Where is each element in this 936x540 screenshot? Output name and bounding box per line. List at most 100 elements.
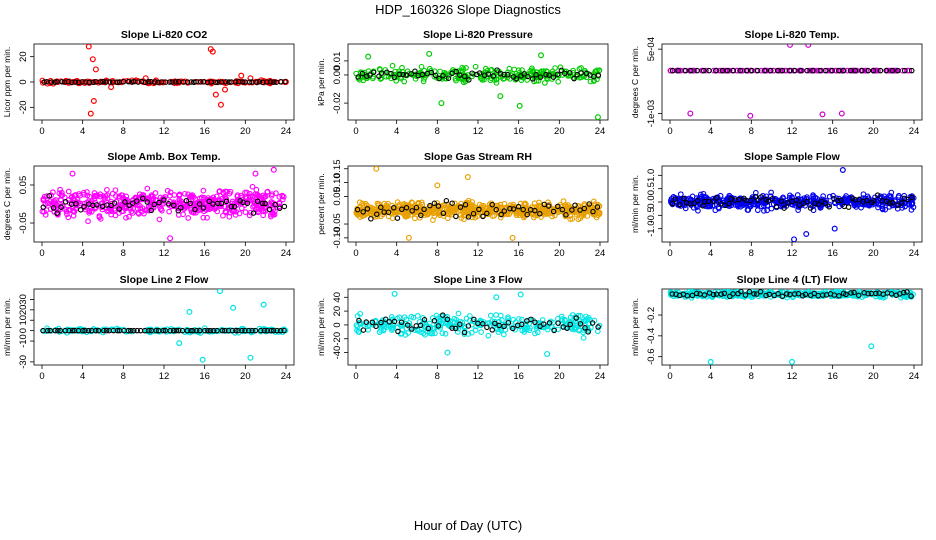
data-point <box>409 200 416 206</box>
reference-point <box>65 78 72 85</box>
data-point <box>222 188 229 195</box>
panel-3: Slope Li-820 Temp. degrees C per min. -1e-… <box>630 29 923 137</box>
reference-point <box>427 202 433 209</box>
reference-point <box>710 291 717 298</box>
x-tick-label: 20 <box>868 248 879 259</box>
data-point <box>755 200 762 207</box>
reference-point <box>193 327 200 334</box>
outlier-point <box>217 101 224 108</box>
reference-point <box>590 208 596 215</box>
reference-point <box>449 325 455 331</box>
reference-point <box>481 72 488 79</box>
x-tick-label: 24 <box>281 371 292 382</box>
x-tick-label: 4 <box>80 371 85 382</box>
reference-point <box>550 208 557 215</box>
data-point <box>246 212 253 219</box>
reference-point <box>72 79 78 85</box>
reference-point <box>901 67 908 74</box>
outlier-point <box>212 91 219 98</box>
reference-point <box>554 71 561 78</box>
reference-point <box>440 210 447 217</box>
reference-point <box>595 324 601 330</box>
x-tick-label: 16 <box>199 126 210 137</box>
x-tick-label: 8 <box>749 248 754 259</box>
reference-point <box>114 327 121 334</box>
reference-point <box>373 323 379 330</box>
reference-point <box>139 195 146 202</box>
reference-point <box>711 198 717 204</box>
data-point <box>56 190 63 197</box>
points-group <box>667 289 916 365</box>
data-point <box>420 78 427 85</box>
reference-point <box>726 200 732 207</box>
reference-point <box>431 317 438 324</box>
reference-point <box>404 322 411 328</box>
reference-point <box>546 320 553 326</box>
data-point <box>561 68 568 75</box>
reference-point <box>562 70 568 77</box>
reference-point <box>742 292 749 298</box>
y-tick-label: -0.5 <box>646 207 657 223</box>
data-point <box>362 200 369 207</box>
y-tick-label: -0.4 <box>646 328 657 344</box>
x-tick-label: 20 <box>240 248 251 259</box>
reference-point <box>470 210 477 217</box>
reference-point <box>206 198 212 205</box>
data-point <box>487 77 494 84</box>
panel-title: Slope Li-820 Pressure <box>423 29 533 41</box>
x-tick-label: 24 <box>909 126 920 137</box>
reference-point <box>775 290 781 297</box>
reference-point <box>440 312 446 318</box>
reference-point <box>172 79 179 85</box>
reference-point <box>184 327 191 334</box>
data-point <box>116 193 123 200</box>
data-point <box>575 326 582 333</box>
data-point <box>431 213 438 220</box>
reference-point <box>249 327 255 334</box>
data-point <box>493 312 499 318</box>
reference-point <box>95 327 102 334</box>
reference-point <box>262 200 268 207</box>
data-point <box>678 196 684 202</box>
data-point <box>716 67 723 74</box>
reference-point <box>889 67 896 74</box>
panel-title: Slope Line 2 Flow <box>120 274 210 286</box>
y-axis-label: ml/min per min. <box>2 298 12 356</box>
data-point <box>156 328 163 335</box>
points-group <box>353 166 603 241</box>
reference-point <box>505 72 511 78</box>
reference-point <box>378 70 385 76</box>
reference-point <box>532 207 538 214</box>
reference-point <box>898 200 905 206</box>
reference-point <box>901 289 907 296</box>
reference-point <box>675 67 682 74</box>
reference-point <box>691 200 697 207</box>
data-point <box>65 188 72 195</box>
data-point <box>754 207 761 214</box>
reference-point <box>807 205 814 211</box>
reference-point <box>215 200 221 207</box>
reference-point <box>578 70 584 76</box>
reference-point <box>496 322 502 329</box>
y-tick-label: 40 <box>332 292 343 303</box>
outlier-point <box>438 100 445 107</box>
data-point <box>544 211 551 217</box>
outlier-point <box>391 290 398 297</box>
points-group <box>668 167 917 242</box>
data-point <box>902 203 908 210</box>
data-point <box>431 206 438 213</box>
reference-point <box>106 79 113 85</box>
data-point <box>255 208 262 215</box>
reference-point <box>864 197 870 204</box>
reference-point <box>246 79 253 85</box>
data-point <box>460 209 466 216</box>
y-tick-label: 0.15 <box>332 160 343 179</box>
reference-point <box>829 67 835 74</box>
reference-point <box>766 291 773 298</box>
data-point <box>828 293 835 300</box>
data-point <box>466 207 473 214</box>
reference-point <box>267 79 274 85</box>
data-point <box>359 200 366 207</box>
reference-point <box>257 327 264 334</box>
points-group <box>40 289 289 363</box>
